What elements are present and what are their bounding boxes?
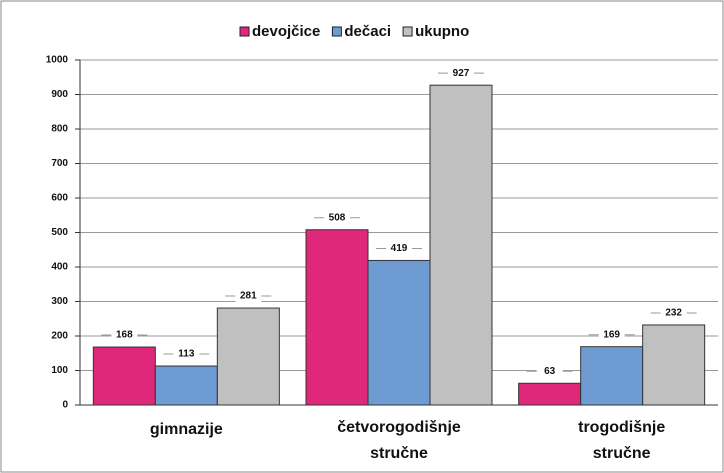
label-bg [598,327,625,342]
y-tick-label: 900 [51,89,68,100]
bar [518,382,582,406]
label-bg [111,328,138,343]
value-label: 232 [665,308,682,319]
bar [154,365,218,406]
value-label: 168 [116,330,133,341]
value-label: 169 [603,329,620,340]
y-tick-label: 200 [51,331,68,342]
legend-label: ukupno [415,23,469,40]
bar [642,324,706,406]
x-tick-label: trogodišnje stručne [578,419,665,462]
value-label: 113 [178,349,195,360]
bar [429,84,493,406]
bar [367,259,431,406]
y-tick-label: 0 [62,400,68,411]
y-tick-label: 100 [51,365,68,376]
value-label: 63 [544,366,556,377]
legend-label: dečaci [344,23,391,40]
legend-swatch [331,26,342,37]
y-tick-label: 600 [51,193,68,204]
y-tick-label: 400 [51,262,68,273]
x-tick-label: gimnazije [150,421,223,438]
y-tick-label: 500 [51,227,68,238]
legend-label: devojčice [252,23,320,40]
value-label: 927 [453,68,470,79]
value-label: 281 [240,291,257,302]
bar [305,229,369,406]
label-bg [536,364,563,379]
label-bg [448,66,474,81]
label-bg [660,305,687,320]
y-tick-label: 300 [51,296,68,307]
label-bg [386,241,412,256]
bar [580,346,644,406]
label-bg [324,210,350,225]
x-tick-label: četvorogodišnje stručne [337,419,461,462]
label-bg [235,289,262,304]
value-label: 508 [329,212,346,223]
y-tick-label: 800 [51,124,68,135]
bar [92,346,156,406]
bar [216,307,280,406]
legend-swatch [239,26,250,37]
legend-swatch [402,26,413,37]
value-label: 419 [391,243,408,254]
label-bg [173,347,200,362]
y-tick-label: 700 [51,158,68,169]
y-tick-label: 1000 [46,55,69,66]
